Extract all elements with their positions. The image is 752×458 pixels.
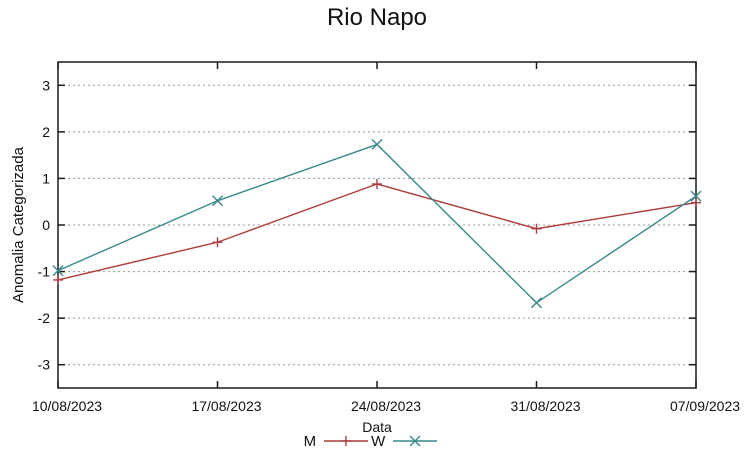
x-tick-label: 31/08/2023 — [510, 398, 580, 414]
y-tick-label: 2 — [42, 124, 50, 140]
x-tick-label: 07/09/2023 — [670, 398, 740, 414]
point-marker-w — [371, 138, 383, 150]
y-tick-label: -2 — [38, 310, 51, 326]
legend-item-w: W — [371, 433, 438, 450]
legend-label-m: M — [303, 432, 317, 450]
legend-label-w: W — [371, 432, 386, 450]
series-line-m — [57, 183, 697, 281]
point-marker-w — [212, 195, 223, 207]
point-marker-w — [52, 265, 64, 277]
legend: M W — [52, 432, 690, 450]
legend-marker-w — [409, 435, 421, 447]
legend-item-m: M — [304, 433, 370, 450]
x-tick-label: 24/08/2023 — [351, 398, 421, 414]
point-marker-w — [690, 190, 702, 202]
y-tick-label: 3 — [42, 77, 50, 93]
y-tick-label: -3 — [38, 357, 51, 373]
series-line-w — [57, 143, 697, 304]
x-tick-label: 10/08/2023 — [32, 398, 102, 414]
legend-swatch-w — [393, 435, 438, 447]
legend-swatch-m — [324, 436, 369, 446]
point-marker-w — [531, 297, 542, 309]
chart-title: Rio Napo — [326, 4, 428, 31]
y-tick-label: 0 — [42, 217, 50, 233]
y-tick-label: -1 — [38, 264, 51, 280]
x-tick-label: 17/08/2023 — [191, 398, 261, 414]
y-tick-label: 1 — [42, 170, 50, 186]
x-axis-label: Data — [362, 419, 392, 435]
